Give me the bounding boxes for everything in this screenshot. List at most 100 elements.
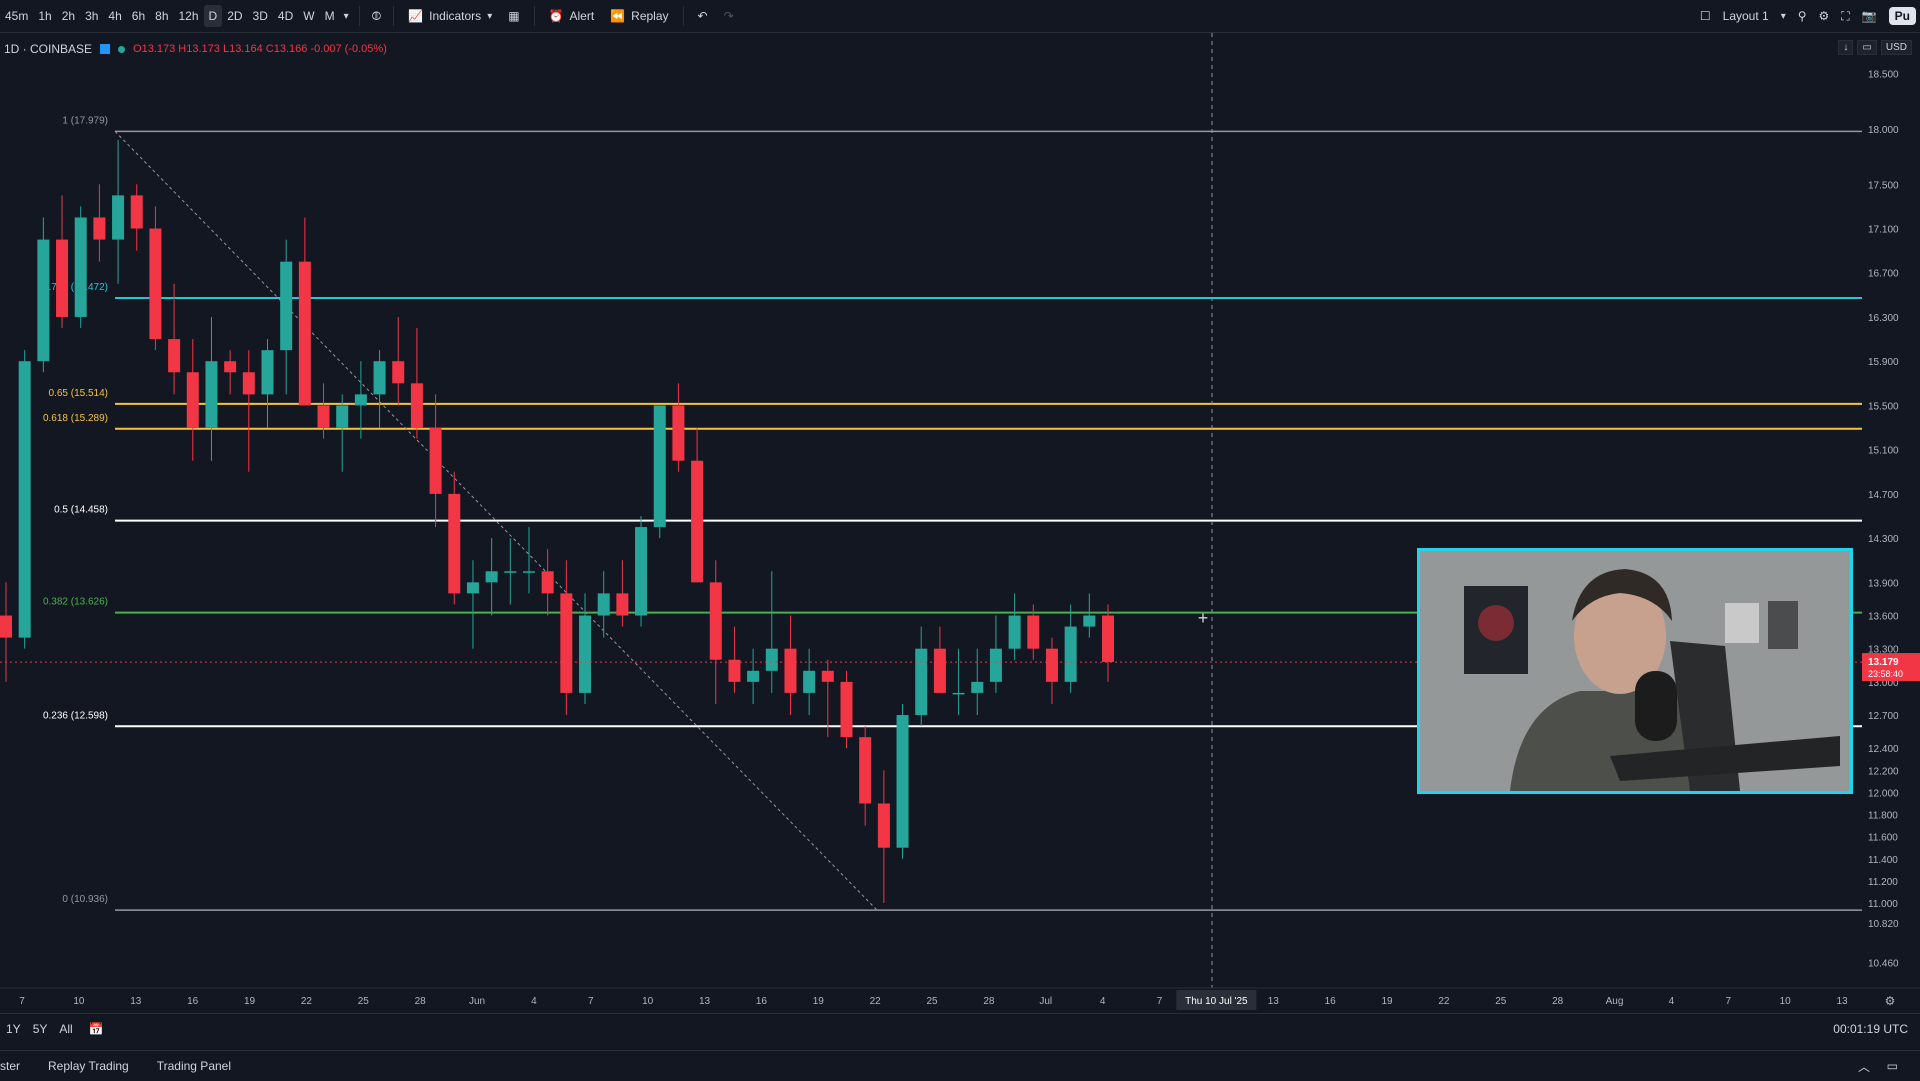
candle-body[interactable] [896,715,909,848]
candle-body[interactable] [373,361,386,395]
alert-button[interactable]: ⏰ Alert [541,0,603,32]
maximize-icon[interactable]: ▭ [1886,1059,1898,1073]
candle-body[interactable] [448,493,461,594]
range-5Y[interactable]: 5Y [32,1022,48,1036]
candle-body[interactable] [280,261,293,351]
candle-body[interactable] [859,737,872,804]
candle-body[interactable] [186,372,199,428]
candle-body[interactable] [915,648,928,716]
candle-body[interactable] [877,803,890,848]
currency-select[interactable]: USD [1880,40,1912,55]
candle-body[interactable] [242,372,255,395]
candle-body[interactable] [709,582,722,660]
candle-body[interactable] [541,571,554,594]
layout-square-icon[interactable]: ☐ [1699,9,1711,23]
timeframe-3D[interactable]: 3D [252,9,268,23]
candle-body[interactable] [74,217,87,317]
candle-body[interactable] [504,571,517,573]
compare-icon[interactable]: ▭ [1857,40,1877,55]
undo-icon[interactable]: ↶ [697,9,708,23]
candle-body[interactable] [224,361,237,373]
candle-body[interactable] [410,383,423,428]
timeframe-W[interactable]: W [303,9,315,23]
candle-body[interactable] [205,361,218,428]
candle-body[interactable] [0,615,12,638]
fullscreen-icon[interactable]: ⛶ [1841,8,1850,23]
candle-body[interactable] [149,228,162,340]
timeframe-1h[interactable]: 1h [38,9,52,23]
redo-icon[interactable]: ↷ [723,9,734,23]
download-icon[interactable]: ↓ [1838,40,1854,55]
candle-body[interactable] [672,405,685,461]
candle-body[interactable] [112,195,125,240]
candle-body[interactable] [579,615,592,693]
candle-body[interactable] [168,339,181,373]
candle-body[interactable] [653,405,666,528]
candle-body[interactable] [18,361,31,638]
camera-icon[interactable]: 📷 [1861,9,1877,23]
replay-button[interactable]: ⏪ Replay [602,0,676,32]
candle-body[interactable] [93,217,106,240]
candle-body[interactable] [803,670,816,693]
candle-body[interactable] [298,261,311,406]
timeframe-3h[interactable]: 3h [85,9,99,23]
quick-search-icon[interactable]: ⚲ [1797,9,1807,23]
candle-body[interactable] [728,659,741,682]
templates-icon[interactable]: ▦ [508,9,520,23]
candle-body[interactable] [485,571,498,583]
candle-body[interactable] [522,571,535,573]
utc-clock[interactable]: 00:01:19 UTC [1833,1022,1908,1036]
timeframe-12h[interactable]: 12h [178,9,199,23]
candle-body[interactable] [1083,615,1096,627]
timeframe-D[interactable]: D [203,5,223,27]
candle-body[interactable] [765,648,778,671]
price-axis[interactable] [1862,33,1920,988]
candle-body[interactable] [952,692,965,695]
candle-body[interactable] [747,670,760,682]
gear-icon[interactable]: ⚙ [1818,9,1830,23]
candle-body[interactable] [784,648,797,693]
symbol-title[interactable]: 1D · COINBASE [4,42,93,56]
indicators-button[interactable]: 📈 Indicators ▾ [400,0,500,32]
chevron-down-icon[interactable]: ▾ [343,10,349,22]
candle-body[interactable] [1008,615,1021,649]
timeframe-2D[interactable]: 2D [227,9,243,23]
panel-tab-2[interactable]: Trading Panel [156,1059,232,1073]
timeframe-6h[interactable]: 6h [131,9,146,23]
fib-trend-line[interactable] [114,130,878,911]
candle-body[interactable] [821,670,834,682]
settings-axis-icon[interactable]: ⚙ [1885,994,1896,1008]
timeframe-8h[interactable]: 8h [155,9,169,23]
candle-body[interactable] [354,394,367,406]
timeframe-2h[interactable]: 2h [61,9,76,23]
candle-body[interactable] [1027,615,1040,649]
candle-body[interactable] [261,350,274,395]
chevron-down-icon[interactable]: ▾ [1780,10,1786,22]
candle-body[interactable] [37,239,50,362]
candle-body[interactable] [1102,615,1114,662]
candle-body[interactable] [317,405,330,428]
timeframe-4h[interactable]: 4h [108,9,122,23]
candle-body[interactable] [840,681,853,738]
panel-tab-1[interactable]: Replay Trading [48,1059,129,1073]
candle-body[interactable] [597,593,610,616]
chevron-up-icon[interactable]: ︿ [1857,1059,1870,1074]
candle-body[interactable] [560,593,573,693]
candles-type-icon[interactable]: ⦷ [371,8,382,23]
timeframe-M[interactable]: M [324,9,335,23]
candle-body[interactable] [429,427,442,494]
candle-body[interactable] [466,582,479,594]
layout-name[interactable]: Layout 1 [1722,9,1769,23]
candle-body[interactable] [130,195,143,229]
candle-body[interactable] [989,648,1002,682]
candle-body[interactable] [933,648,946,693]
candle-body[interactable] [392,361,405,384]
candle-body[interactable] [1064,626,1077,682]
candle-body[interactable] [616,593,629,616]
timeframe-45m[interactable]: 45m [5,9,29,23]
candle-body[interactable] [336,405,349,428]
candle-body[interactable] [691,460,704,583]
flag-icon[interactable] [100,44,111,54]
calendar-icon[interactable]: 📅 [88,1022,104,1036]
candle-body[interactable] [56,239,69,317]
